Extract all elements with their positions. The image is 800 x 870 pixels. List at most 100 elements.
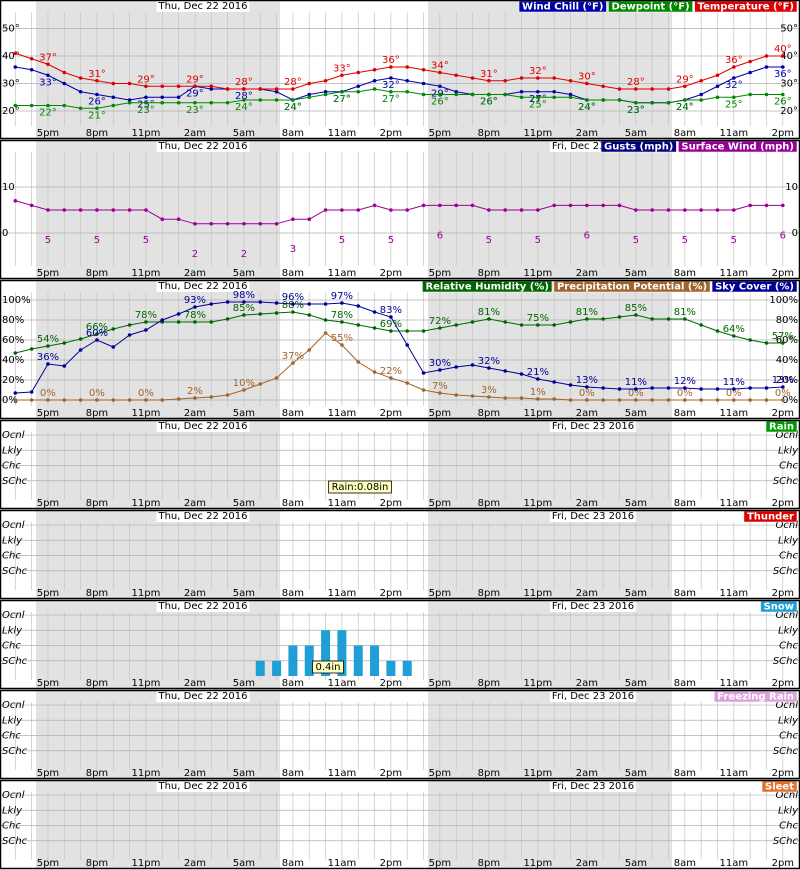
legend-label: Surface Wind (mph) [681,142,794,153]
data-point [62,70,67,75]
data-point [699,398,703,402]
y-tick-label: 60% [2,335,24,346]
data-point [225,87,230,91]
data-label: 0% [89,388,105,399]
data-point [372,326,377,330]
x-tick-label: 2pm [772,128,794,139]
data-label: 64% [723,324,745,335]
data-point [650,100,654,105]
data-point [389,376,393,380]
x-tick-label: 2am [184,768,206,779]
data-label: 29° [137,74,155,85]
x-tick-label: 11am [328,498,357,509]
x-tick-label: 5am [233,498,255,509]
data-point [536,95,540,100]
data-point [536,208,540,212]
date-box [156,421,250,432]
x-tick-label: 11pm [132,268,161,279]
data-point [340,301,344,305]
y-tick-label: 20° [780,106,798,117]
data-point [454,92,459,97]
x-tick-label: 8am [282,408,304,419]
data-point [62,208,67,212]
data-point [568,78,573,83]
data-point [29,56,34,61]
data-point [781,398,785,402]
data-label: 81% [674,307,696,318]
x-tick-label: 11pm [132,768,161,779]
data-point [421,92,426,97]
data-point [585,398,589,402]
x-tick-label: 8pm [478,498,500,509]
y-tick-label: 50° [2,24,20,35]
night-shade [428,780,672,868]
data-point [389,76,393,80]
x-tick-label: 8pm [86,678,108,689]
data-point [111,398,116,402]
x-tick-label: 2am [576,128,598,139]
data-label: 30% [429,358,451,369]
data-point [732,95,736,100]
data-point [127,81,132,86]
data-point [617,315,622,319]
data-point [111,81,116,86]
x-tick-label: 5pm [429,268,451,279]
date-label: Fri, Dec 23 2016 [552,781,634,792]
data-label: 6 [780,230,786,241]
date-label: Thu, Dec 22 2016 [157,691,247,702]
x-tick-label: 5am [233,408,255,419]
data-label: 25° [137,99,155,110]
data-point [95,106,99,111]
data-point [470,320,475,324]
data-point [536,89,540,94]
data-label: 37% [282,351,304,362]
y-tick-label: Ocnl [2,520,25,531]
data-point [732,387,736,391]
data-point [372,87,377,91]
data-label: 30° [578,72,596,83]
data-point [732,208,736,212]
x-tick-label: 8am [282,768,304,779]
data-point [715,329,720,333]
data-point [209,84,214,89]
data-point [29,398,34,402]
date-box [549,601,637,612]
data-point [585,98,589,102]
data-point [291,302,295,306]
x-tick-label: 5am [233,588,255,599]
data-label: 5 [633,235,639,246]
data-label: 27° [333,94,351,105]
x-tick-label: 11am [720,498,749,509]
date-box [156,691,250,702]
data-point [781,341,785,345]
data-point [78,106,83,111]
x-tick-label: 2am [576,768,598,779]
level-bar [370,645,380,676]
data-point [291,87,295,91]
data-point [454,323,459,327]
data-point [356,89,361,94]
data-point [470,394,475,398]
data-point [454,73,459,78]
data-point [225,393,230,397]
data-label: 60% [86,328,108,339]
data-label: 75% [527,313,549,324]
y-tick-label: Ocnl [2,430,25,441]
x-tick-label: 8am [674,408,696,419]
data-point [634,387,638,391]
data-point [405,381,410,385]
data-point [242,221,246,226]
date-box [156,511,250,522]
data-point [699,323,703,327]
data-point [127,98,132,102]
y-tick-label: Ocnl [2,790,25,801]
x-tick-label: 5am [233,768,255,779]
x-tick-label: 11am [720,678,749,689]
data-point [356,323,361,327]
date-box [549,511,637,522]
x-tick-label: 11am [328,588,357,599]
data-point [225,100,230,105]
x-tick-label: 2am [184,678,206,689]
data-point [307,81,312,86]
x-tick-label: 11pm [523,588,552,599]
